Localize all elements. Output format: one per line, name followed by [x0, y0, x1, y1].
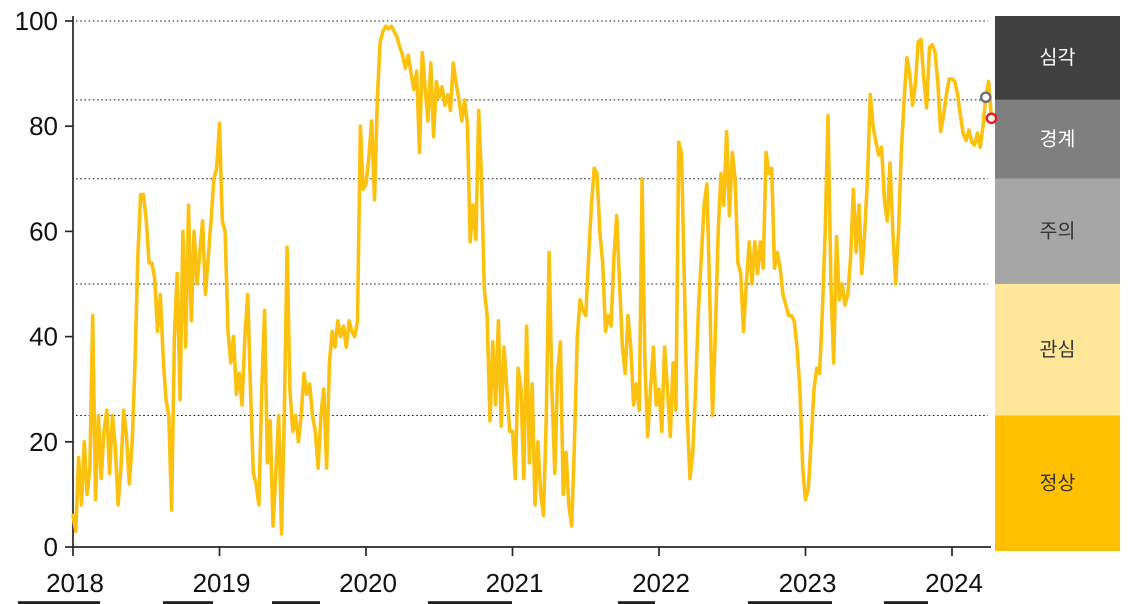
- end-marker-1: [985, 112, 998, 125]
- x-tick-label-2023: 2023: [779, 568, 837, 598]
- y-tick-label-80: 80: [29, 111, 58, 141]
- y-tick-label-20: 20: [29, 427, 58, 457]
- end-marker-0: [980, 91, 992, 104]
- clipped-caption-segment-3: [428, 601, 512, 604]
- y-tick-label-0: 0: [44, 532, 58, 562]
- index-line: [71, 24, 994, 536]
- risk-zone-label-1: 경계: [1040, 128, 1076, 150]
- clipped-caption-segment-5: [748, 601, 832, 604]
- risk-zone-label-2: 주의: [1040, 220, 1076, 242]
- clipped-caption-segment-4: [618, 601, 655, 604]
- x-tick-label-2018: 2018: [46, 568, 104, 598]
- risk-zone-label-0: 심각: [1040, 47, 1076, 69]
- risk-zone-0: [995, 16, 1120, 100]
- y-tick-label-40: 40: [29, 322, 58, 352]
- clipped-caption-segment-6: [884, 601, 928, 604]
- risk-zone-1: [995, 99, 1120, 179]
- y-tick-label-100: 100: [15, 6, 58, 36]
- clipped-caption-segment-2: [272, 601, 320, 604]
- risk-zone-3: [995, 284, 1120, 416]
- x-tick-label-2024: 2024: [925, 568, 983, 598]
- risk-zone-2: [995, 178, 1120, 284]
- x-tick-label-2020: 2020: [339, 568, 397, 598]
- clipped-caption-segment-1: [163, 601, 213, 604]
- x-tick-label-2021: 2021: [486, 568, 544, 598]
- x-tick-label-2022: 2022: [632, 568, 690, 598]
- y-tick-label-60: 60: [29, 216, 58, 246]
- risk-zone-4: [995, 415, 1120, 551]
- x-tick-label-2019: 2019: [193, 568, 251, 598]
- clipped-caption-segment-0: [18, 601, 100, 604]
- risk-zone-label-3: 관심: [1040, 339, 1076, 361]
- risk-zone-label-4: 정상: [1040, 472, 1076, 494]
